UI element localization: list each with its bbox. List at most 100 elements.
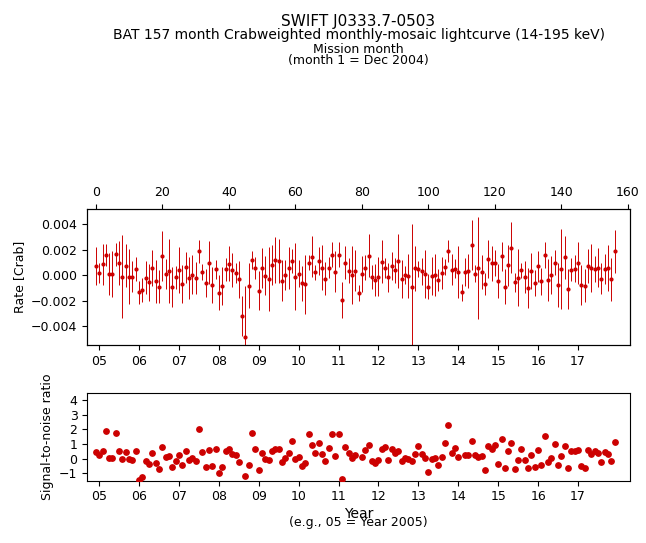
Point: [310, 449, 320, 457]
Point: [107, 453, 118, 462]
Point: [609, 438, 620, 446]
Point: [90, 447, 101, 456]
Point: [250, 444, 260, 453]
Point: [516, 445, 526, 453]
Point: [151, 458, 161, 467]
Point: [397, 457, 407, 466]
Text: Mission month: Mission month: [313, 43, 404, 56]
Point: [493, 459, 503, 468]
Point: [579, 464, 590, 472]
Point: [121, 447, 131, 456]
Point: [357, 453, 367, 462]
Point: [370, 459, 380, 468]
Point: [141, 456, 151, 465]
Point: [110, 428, 121, 437]
Point: [596, 458, 607, 466]
Point: [290, 455, 300, 464]
Point: [453, 452, 463, 461]
Point: [519, 456, 530, 464]
Point: [313, 439, 324, 447]
Point: [187, 454, 198, 463]
Point: [231, 451, 241, 459]
Point: [406, 457, 417, 466]
Point: [506, 438, 517, 447]
Point: [287, 437, 297, 445]
Point: [207, 462, 218, 471]
Point: [220, 446, 231, 455]
Point: [124, 455, 134, 464]
Point: [526, 451, 537, 459]
Point: [536, 461, 547, 470]
Point: [234, 457, 244, 466]
Point: [320, 457, 331, 466]
Point: [426, 455, 437, 464]
Point: [400, 454, 410, 463]
Point: [473, 452, 483, 461]
Point: [586, 450, 596, 459]
Point: [147, 449, 158, 457]
Point: [499, 464, 510, 472]
Point: [480, 466, 490, 475]
Point: [94, 451, 105, 459]
Point: [556, 452, 567, 460]
Point: [576, 461, 587, 470]
Point: [430, 454, 440, 463]
Point: [353, 488, 364, 497]
Point: [589, 447, 599, 456]
Y-axis label: Rate [Crab]: Rate [Crab]: [12, 241, 26, 313]
Point: [566, 447, 576, 456]
Point: [553, 460, 563, 469]
Point: [307, 441, 317, 450]
Point: [496, 435, 506, 444]
Point: [317, 449, 327, 458]
Point: [194, 424, 204, 433]
Point: [333, 430, 344, 438]
Point: [177, 461, 187, 470]
Point: [217, 463, 227, 471]
Point: [403, 454, 413, 463]
Point: [513, 456, 523, 464]
Point: [363, 441, 373, 450]
Point: [373, 456, 384, 464]
Point: [324, 443, 334, 452]
Point: [267, 446, 277, 455]
Point: [167, 463, 178, 471]
Point: [413, 442, 424, 451]
Point: [510, 465, 520, 473]
Point: [118, 454, 128, 463]
Point: [470, 451, 480, 460]
Y-axis label: Signal-to-noise ratio: Signal-to-noise ratio: [41, 373, 54, 500]
Point: [350, 451, 360, 459]
Text: (e.g., 05 = Year 2005): (e.g., 05 = Year 2005): [289, 516, 428, 529]
Point: [157, 443, 167, 451]
Point: [563, 464, 573, 473]
Point: [380, 443, 390, 452]
Text: (month 1 = Dec 2004): (month 1 = Dec 2004): [288, 54, 429, 67]
Point: [180, 447, 191, 456]
Point: [101, 427, 111, 435]
Point: [457, 484, 467, 493]
Point: [200, 462, 211, 471]
Point: [197, 447, 207, 456]
Point: [393, 446, 404, 455]
Point: [224, 444, 234, 453]
Point: [483, 442, 494, 451]
Point: [277, 458, 287, 466]
Point: [443, 421, 453, 430]
Point: [539, 431, 550, 440]
Point: [476, 451, 486, 460]
Point: [270, 445, 280, 453]
Point: [304, 430, 314, 439]
Point: [420, 453, 430, 462]
Point: [98, 446, 108, 455]
Point: [257, 449, 267, 457]
Point: [254, 466, 264, 475]
Point: [360, 445, 370, 454]
Point: [300, 459, 311, 468]
Point: [340, 443, 350, 452]
Point: [533, 446, 543, 454]
Point: [227, 449, 237, 458]
Point: [550, 439, 560, 448]
Point: [273, 445, 284, 453]
Point: [570, 447, 580, 456]
